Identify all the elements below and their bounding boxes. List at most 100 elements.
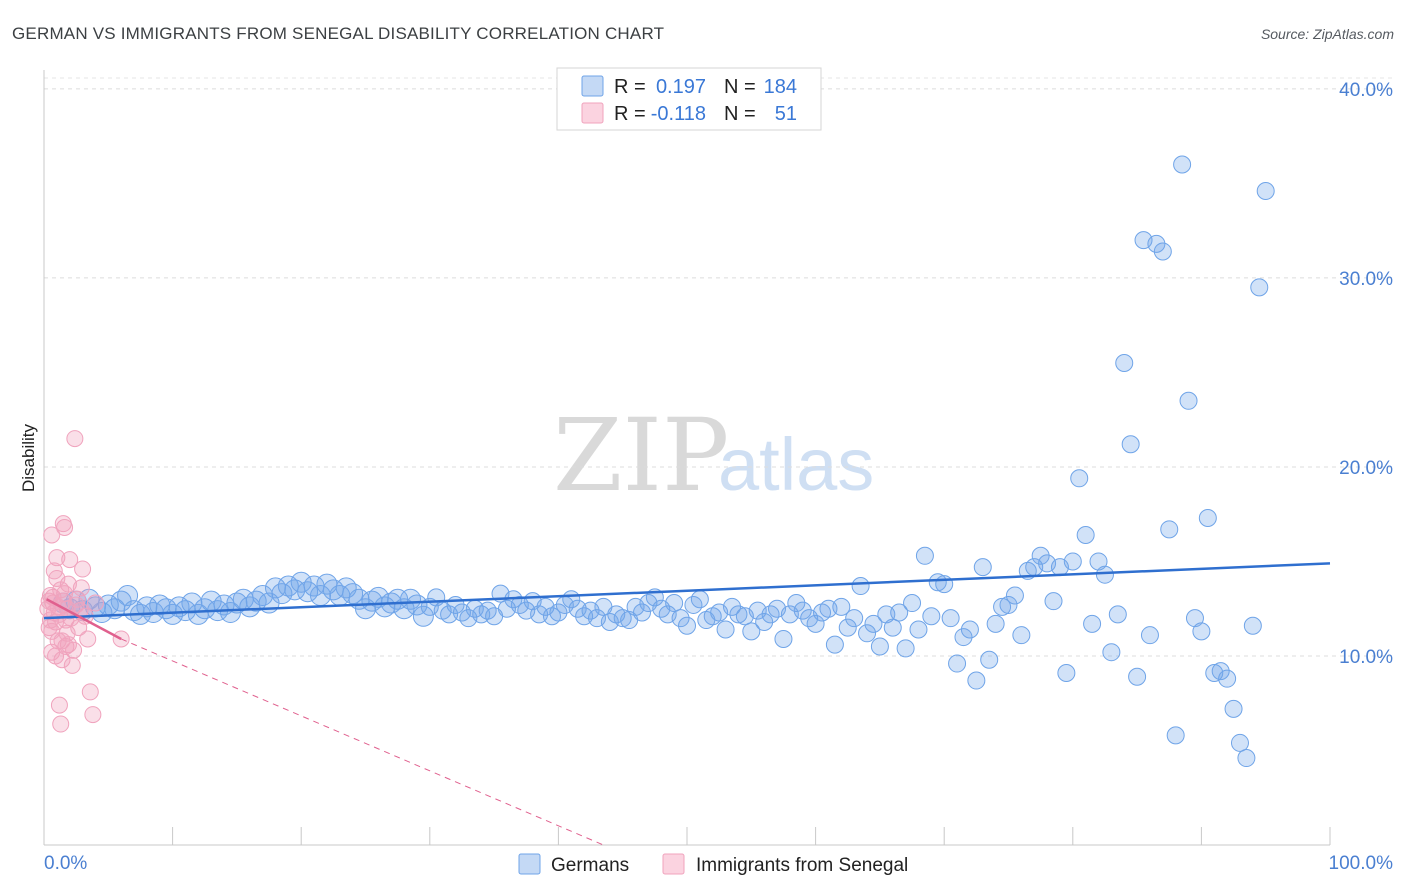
trend-line-germans xyxy=(43,562,1331,620)
germans-point xyxy=(832,597,851,616)
x-axis-ticks xyxy=(43,827,1331,845)
germans-point xyxy=(793,601,812,620)
senegal-point xyxy=(74,560,92,578)
senegal-point xyxy=(86,594,104,612)
germans-point xyxy=(1166,726,1185,745)
germans-point xyxy=(915,546,934,565)
legend-n-label-germans: N = xyxy=(724,76,756,98)
watermark-atlas: atlas xyxy=(718,423,874,506)
germans-point xyxy=(665,594,684,613)
legend-box: R = 0.197 N = 184 R = -0.118 N = 51 xyxy=(556,67,822,131)
germans-point xyxy=(774,629,793,648)
germans-point xyxy=(1095,565,1114,584)
germans-point xyxy=(890,603,909,622)
germans-point xyxy=(896,639,915,658)
germans-point xyxy=(549,603,568,622)
germans-point xyxy=(1243,616,1262,635)
x-tick-label-start: 0.0% xyxy=(44,853,87,874)
germans-point xyxy=(1237,749,1256,768)
germans-point xyxy=(412,605,434,627)
germans-point xyxy=(1005,586,1024,605)
germans-point xyxy=(928,573,947,592)
senegal-point xyxy=(54,515,72,533)
senegal-point xyxy=(48,569,66,587)
bottom-legend-swatch-senegal xyxy=(662,853,685,875)
germans-point xyxy=(851,577,870,596)
germans-point xyxy=(1140,626,1159,645)
germans-point xyxy=(973,558,992,577)
senegal-point xyxy=(66,430,84,448)
trend-line-senegal xyxy=(45,598,122,641)
senegal-point xyxy=(43,526,61,544)
senegal-point xyxy=(84,706,102,724)
watermark-zip: ZIP xyxy=(553,397,729,514)
germans-point xyxy=(723,597,742,616)
legend-r-label-germans: R = xyxy=(614,76,646,98)
germans-point xyxy=(226,592,248,614)
germans-point xyxy=(954,628,973,647)
germans-point xyxy=(787,594,806,613)
senegal-point xyxy=(81,683,99,701)
germans-point xyxy=(374,596,396,618)
y-tick-label-30: 30.0% xyxy=(1339,269,1393,290)
germans-point xyxy=(838,618,857,637)
senegal-point xyxy=(79,630,97,648)
germans-point xyxy=(1153,242,1172,261)
source-label: Source: ZipAtlas.com xyxy=(1261,26,1394,42)
germans-point xyxy=(1192,622,1211,641)
legend-n-value-senegal: 51 xyxy=(775,103,797,125)
legend-swatch-germans xyxy=(581,75,604,97)
germans-point xyxy=(883,618,902,637)
chart-title: GERMAN VS IMMIGRANTS FROM SENEGAL DISABI… xyxy=(12,24,664,43)
legend-r-value-senegal: -0.118 xyxy=(651,103,706,125)
bottom-legend-label-germans: Germans xyxy=(551,855,629,876)
germans-point xyxy=(1121,435,1140,454)
germans-point xyxy=(1256,181,1275,200)
germans-point xyxy=(1211,662,1230,681)
germans-point xyxy=(1179,391,1198,410)
y-axis-label: Disability xyxy=(19,423,38,492)
senegal-point xyxy=(61,551,79,569)
germans-point xyxy=(993,597,1012,616)
germans-point xyxy=(909,620,928,639)
y-tick-label-10: 10.0% xyxy=(1339,647,1393,668)
senegal-point xyxy=(43,622,61,640)
germans-point xyxy=(716,620,735,639)
germans-point xyxy=(967,671,986,690)
x-tick-labels: 0.0% 100.0% xyxy=(44,853,1393,874)
germans-point xyxy=(1128,667,1147,686)
germans-point xyxy=(941,609,960,628)
germans-point xyxy=(858,624,877,643)
germans-point xyxy=(999,595,1018,614)
germans-point xyxy=(729,605,748,624)
germans-point xyxy=(678,616,696,635)
trend-line-senegal-extension xyxy=(120,638,604,846)
germans-point xyxy=(297,581,319,603)
germans-point xyxy=(845,609,864,628)
senegal-point xyxy=(72,579,90,597)
germans-point xyxy=(1108,605,1127,624)
senegal-point xyxy=(63,656,81,674)
germans-point xyxy=(935,575,954,594)
y-tick-label-20: 20.0% xyxy=(1339,458,1393,479)
germans-point xyxy=(903,594,922,613)
germans-point xyxy=(1250,278,1269,297)
germans-point xyxy=(948,654,967,673)
germans-point xyxy=(960,620,979,639)
germans-point xyxy=(613,609,632,628)
germans-point xyxy=(1031,546,1050,565)
germans-point xyxy=(806,614,825,633)
y-tick-labels: 10.0% 20.0% 30.0% 40.0% xyxy=(1339,80,1393,668)
germans-point xyxy=(1198,508,1217,527)
germans-point xyxy=(690,590,709,609)
trend-lines xyxy=(43,562,1331,846)
y-tick-label-40: 40.0% xyxy=(1339,80,1393,101)
germans-point xyxy=(1115,353,1134,372)
germans-point xyxy=(1185,609,1204,628)
germans-point xyxy=(1076,526,1095,544)
bottom-legend-swatch-germans xyxy=(518,853,541,875)
senegal-point xyxy=(50,696,68,714)
germans-point xyxy=(1057,663,1076,682)
germans-point xyxy=(1147,234,1166,253)
